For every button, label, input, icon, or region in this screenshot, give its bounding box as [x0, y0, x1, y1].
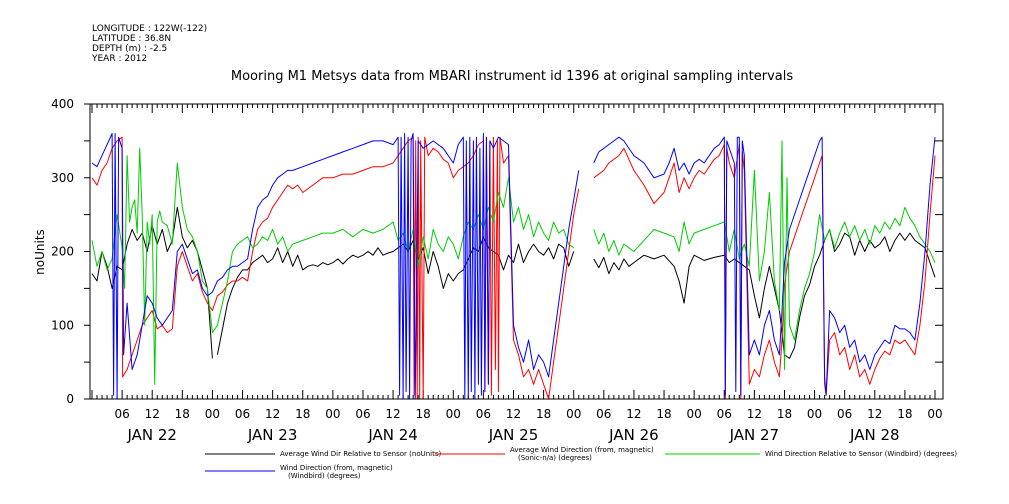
x-tick-label: 06 — [476, 407, 491, 421]
day-label: JAN 22 — [126, 426, 177, 444]
plot-frame — [89, 103, 944, 400]
x-tick-label: 18 — [777, 407, 792, 421]
series-line — [91, 140, 936, 385]
x-tick-label: 06 — [235, 407, 250, 421]
x-tick-label: 12 — [747, 407, 762, 421]
x-tick-label: 18 — [536, 407, 551, 421]
depth-label: DEPTH (m) : -2.5 — [92, 44, 167, 54]
x-tick-label: 12 — [506, 407, 521, 421]
series-line — [91, 133, 936, 400]
x-tick-label: 00 — [807, 407, 822, 421]
y-tick-label: 0 — [66, 392, 74, 406]
y-tick-label: 200 — [51, 245, 74, 259]
day-label: JAN 27 — [729, 426, 780, 444]
x-tick-label: 12 — [385, 407, 400, 421]
y-tick-label: 400 — [51, 97, 74, 111]
x-tick-label: 06 — [596, 407, 611, 421]
x-tick-label: 00 — [446, 407, 461, 421]
x-tick-label: 06 — [837, 407, 852, 421]
series-line — [91, 136, 936, 400]
x-tick-label: 12 — [145, 407, 160, 421]
x-tick-label: 18 — [175, 407, 190, 421]
legend-label: Wind Direction (from, magnetic) (Windbird… — [280, 464, 393, 480]
day-label: JAN 26 — [608, 426, 659, 444]
x-tick-label: 18 — [416, 407, 431, 421]
x-tick-label: 06 — [114, 407, 129, 421]
x-tick-label: 18 — [897, 407, 912, 421]
x-tick-label: 00 — [566, 407, 581, 421]
y-tick-label: 300 — [51, 171, 74, 185]
axis-ticks: 0 100 200 300 400 06 12 18 00 06 12 18 00 06 12 18 00 06 1… — [51, 97, 943, 444]
legend-label: Average Wind Direction (from, magnetic)(… — [510, 446, 654, 462]
x-tick-label: 00 — [927, 407, 942, 421]
legend-label: Average Wind Dir Relative to Sensor (noU… — [280, 450, 441, 458]
day-label: JAN 23 — [247, 426, 298, 444]
x-tick-label: 00 — [325, 407, 340, 421]
x-tick-label: 12 — [867, 407, 882, 421]
legend: Average Wind Dir Relative to Sensor (noU… — [205, 446, 957, 480]
x-tick-label: 00 — [205, 407, 220, 421]
x-tick-label: 12 — [265, 407, 280, 421]
x-tick-label: 18 — [295, 407, 310, 421]
day-label: JAN 25 — [488, 426, 539, 444]
x-tick-label: 06 — [717, 407, 732, 421]
chart-title: Mooring M1 Metsys data from MBARI instru… — [231, 69, 793, 84]
x-tick-label: 00 — [687, 407, 702, 421]
x-tick-label: 06 — [355, 407, 370, 421]
x-tick-label: 12 — [626, 407, 641, 421]
latitude-label: LATITUDE : 36.8N — [92, 34, 171, 44]
y-tick-label: 100 — [51, 318, 74, 332]
day-label: JAN 24 — [367, 426, 418, 444]
legend-label: Wind Direction Relative to Sensor (Windb… — [765, 450, 957, 458]
year-label: YEAR : 2012 — [91, 54, 147, 64]
day-label: JAN 28 — [849, 426, 900, 444]
y-axis-title: noUnits — [33, 229, 47, 275]
longitude-label: LONGITUDE : 122W(-122) — [92, 24, 207, 34]
x-tick-label: 18 — [656, 407, 671, 421]
series-lines — [91, 133, 936, 400]
